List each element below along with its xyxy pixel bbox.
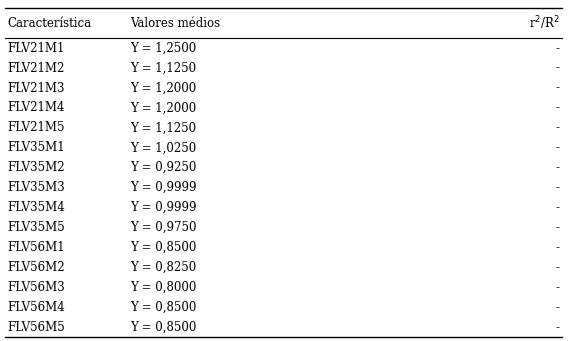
Text: Y = 0,8000: Y = 0,8000 bbox=[130, 281, 196, 294]
Text: -: - bbox=[556, 181, 560, 194]
Text: FLV56M3: FLV56M3 bbox=[7, 281, 65, 294]
Text: Característica: Característica bbox=[7, 17, 92, 30]
Text: Y = 0,9250: Y = 0,9250 bbox=[130, 161, 196, 174]
Text: -: - bbox=[556, 241, 560, 254]
Text: FLV35M3: FLV35M3 bbox=[7, 181, 65, 194]
Text: -: - bbox=[556, 81, 560, 94]
Text: FLV56M1: FLV56M1 bbox=[7, 241, 65, 254]
Text: -: - bbox=[556, 321, 560, 334]
Text: -: - bbox=[556, 301, 560, 314]
Text: FLV35M2: FLV35M2 bbox=[7, 161, 65, 174]
Text: FLV35M1: FLV35M1 bbox=[7, 141, 65, 154]
Text: Y = 0,8500: Y = 0,8500 bbox=[130, 321, 196, 334]
Text: FLV21M4: FLV21M4 bbox=[7, 102, 65, 115]
Text: Y = 1,2500: Y = 1,2500 bbox=[130, 42, 196, 55]
Text: Y = 0,8500: Y = 0,8500 bbox=[130, 301, 196, 314]
Text: FLV56M2: FLV56M2 bbox=[7, 261, 65, 274]
Text: FLV21M1: FLV21M1 bbox=[7, 42, 65, 55]
Text: -: - bbox=[556, 261, 560, 274]
Text: FLV21M3: FLV21M3 bbox=[7, 81, 65, 94]
Text: -: - bbox=[556, 281, 560, 294]
Text: -: - bbox=[556, 201, 560, 214]
Text: FLV21M5: FLV21M5 bbox=[7, 121, 65, 134]
Text: Valores médios: Valores médios bbox=[130, 17, 220, 30]
Text: -: - bbox=[556, 141, 560, 154]
Text: Y = 1,2000: Y = 1,2000 bbox=[130, 81, 196, 94]
Text: r$^2$/R$^2$: r$^2$/R$^2$ bbox=[529, 14, 560, 32]
Text: Y = 1,1250: Y = 1,1250 bbox=[130, 121, 196, 134]
Text: FLV21M2: FLV21M2 bbox=[7, 62, 65, 75]
Text: -: - bbox=[556, 102, 560, 115]
Text: Y = 1,2000: Y = 1,2000 bbox=[130, 102, 196, 115]
Text: Y = 1,0250: Y = 1,0250 bbox=[130, 141, 196, 154]
Text: Y = 0,8250: Y = 0,8250 bbox=[130, 261, 196, 274]
Text: -: - bbox=[556, 42, 560, 55]
Text: Y = 1,1250: Y = 1,1250 bbox=[130, 62, 196, 75]
Text: FLV56M4: FLV56M4 bbox=[7, 301, 65, 314]
Text: FLV56M5: FLV56M5 bbox=[7, 321, 65, 334]
Text: Y = 0,9750: Y = 0,9750 bbox=[130, 221, 196, 234]
Text: Y = 0,8500: Y = 0,8500 bbox=[130, 241, 196, 254]
Text: -: - bbox=[556, 121, 560, 134]
Text: -: - bbox=[556, 62, 560, 75]
Text: Y = 0,9999: Y = 0,9999 bbox=[130, 181, 196, 194]
Text: FLV35M4: FLV35M4 bbox=[7, 201, 65, 214]
Text: -: - bbox=[556, 161, 560, 174]
Text: Y = 0,9999: Y = 0,9999 bbox=[130, 201, 196, 214]
Text: FLV35M5: FLV35M5 bbox=[7, 221, 65, 234]
Text: -: - bbox=[556, 221, 560, 234]
